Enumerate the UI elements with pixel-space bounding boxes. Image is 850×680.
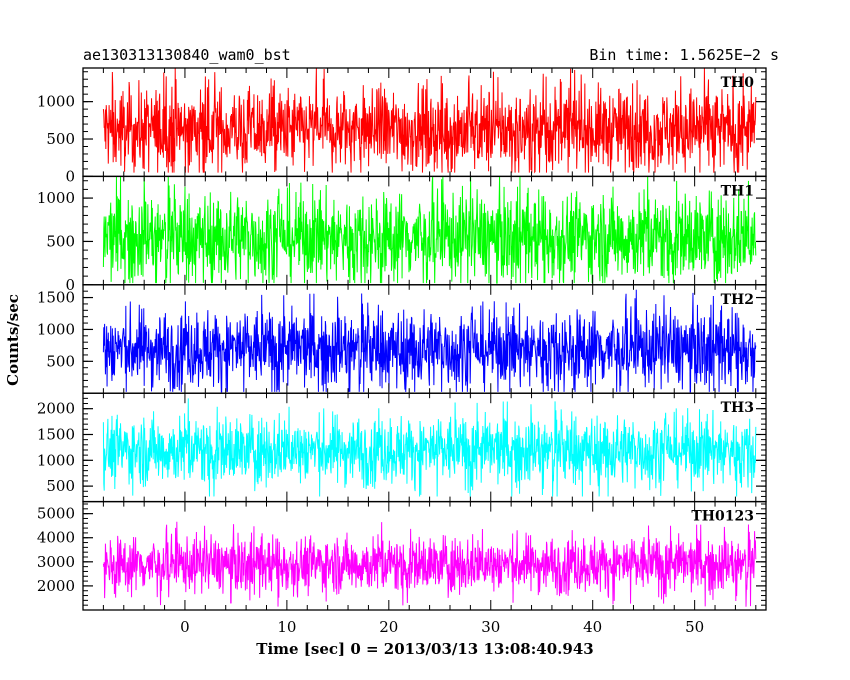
y-tick-label: 1000 [37,320,75,338]
series-line-th2 [102,289,757,393]
y-tick-label: 4000 [37,529,75,547]
y-tick-label: 5000 [37,505,75,523]
y-tick-label: 0 [65,167,75,185]
y-tick-label: 500 [46,352,75,370]
y-tick-label: 1500 [37,425,75,443]
x-tick-label: 50 [685,618,704,636]
panel-label: TH0123 [691,509,754,525]
x-axis: 0 10 20 30 40 50 [180,618,704,636]
y-tick-label: 500 [46,477,75,495]
panel-th2: 500 1000 1500 TH2 [37,284,767,394]
y-tick-label: 1500 [37,289,75,307]
y-tick-label: 500 [46,130,75,148]
series-line-th0 [102,67,757,174]
x-tick-label: 0 [180,618,190,636]
panel-th0123: 2000 3000 4000 5000 TH0123 [37,500,767,611]
y-tick-label: 500 [46,232,75,250]
y-tick-label: 2000 [37,577,75,595]
x-tick-label: 30 [481,618,500,636]
x-tick-label: 20 [379,618,398,636]
y-tick-label: 2000 [37,400,75,418]
panel-frame [82,500,767,611]
x-axis-label: Time [sec] 0 = 2013/03/13 13:08:40.943 [256,640,593,658]
panel-th0: 0 500 1000 TH0 [37,67,767,185]
y-tick-label: 3000 [37,553,75,571]
bin-time-label: Bin time: 1.5625E−2 s [589,46,779,64]
y-tick-label: 1000 [37,451,75,469]
chart-title: ae130313130840_wam0_bst [83,46,291,64]
panel-th1: 0 500 1000 TH1 [37,175,767,294]
panel-label: TH3 [721,400,754,416]
x-tick-label: 10 [277,618,296,636]
panel-th3: 500 1000 1500 2000 TH3 [37,392,767,503]
y-axis-label: Counts/sec [4,294,22,386]
series-line-th3 [102,398,757,497]
panels-group: 0 500 1000 TH0 0 500 1000 TH1 500 1000 1500 TH2 500 1… [37,67,767,611]
panel-label: TH2 [721,292,754,308]
y-tick-label: 1000 [37,189,75,207]
y-tick-label: 1000 [37,93,75,111]
panel-label: TH0 [721,75,755,91]
series-line-th0123 [102,521,757,607]
panel-label: TH1 [721,183,754,199]
series-line-th1 [102,176,757,284]
x-tick-label: 40 [583,618,602,636]
y-tick-label: 0 [65,276,75,294]
